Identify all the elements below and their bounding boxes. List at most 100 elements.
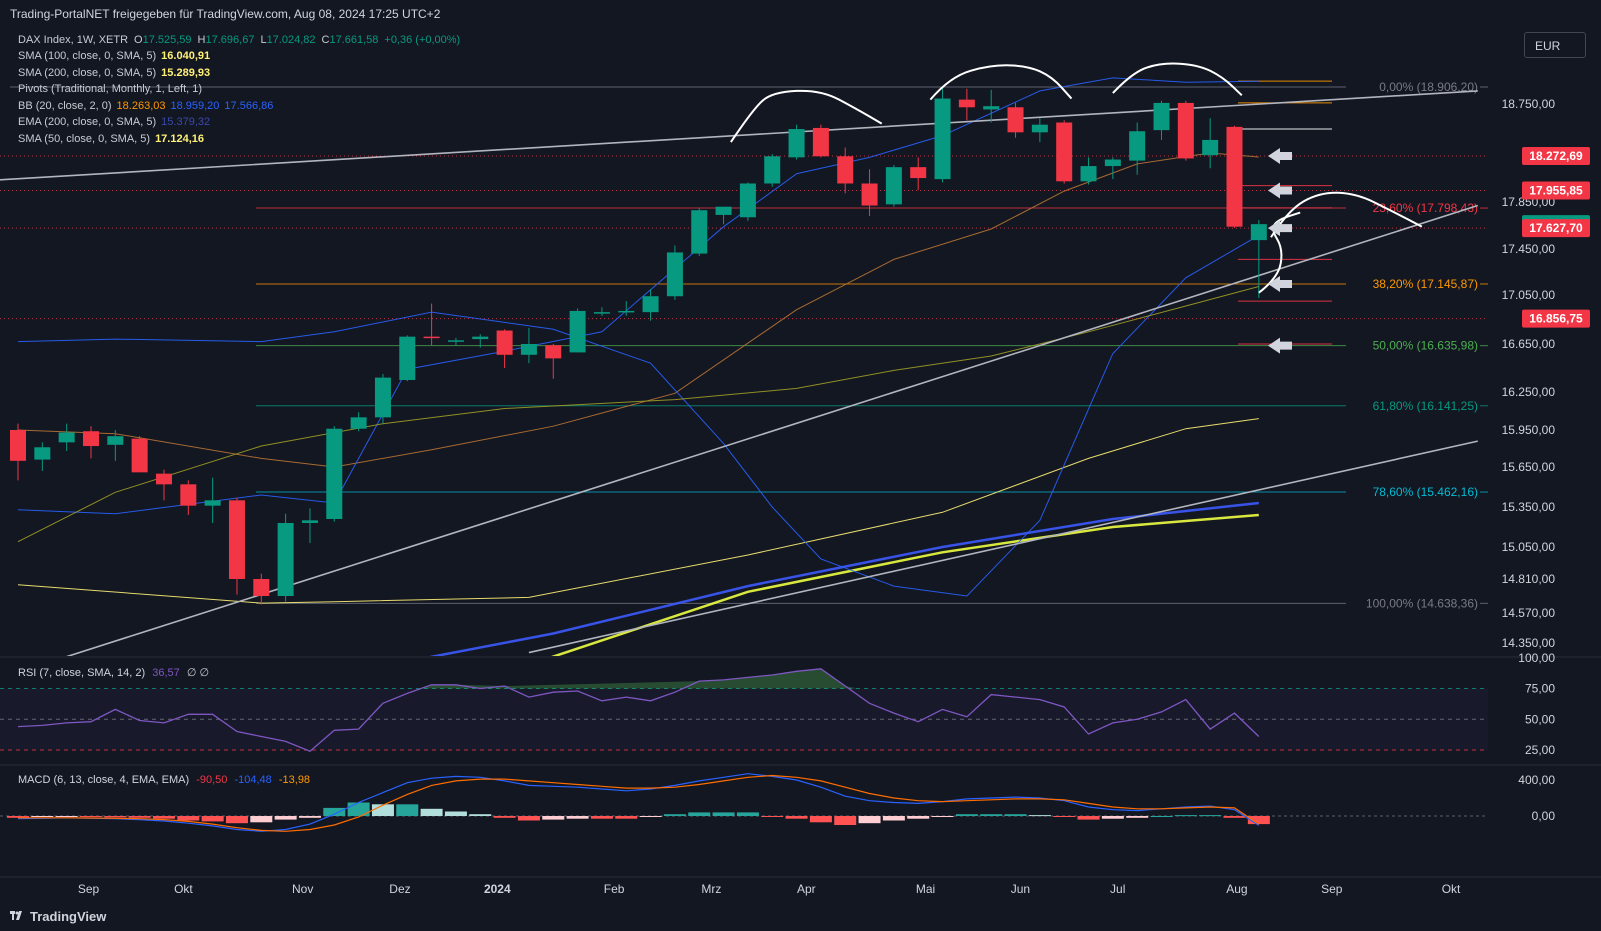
- legend-indicator-name: BB (20, close, 2, 0): [18, 99, 112, 112]
- tradingview-logo-icon: [10, 911, 22, 920]
- price-badge-label: 17.955,85: [1529, 183, 1583, 197]
- fib-level-label: 100,00% (14.638,36): [1366, 596, 1478, 610]
- candle-body: [277, 523, 294, 596]
- candle-body: [666, 252, 683, 297]
- candle-body: [1202, 139, 1219, 156]
- candle-body: [301, 520, 318, 523]
- trendlines[interactable]: [0, 90, 1479, 657]
- candle-body: [1031, 124, 1048, 133]
- legend-indicator-row[interactable]: EMA (200, close, 0, SMA, 5) 15.379,32: [18, 116, 460, 133]
- macd-legend-name: MACD (6, 13, close, 4, EMA, EMA): [18, 774, 190, 786]
- time-axis-label: Mai: [916, 882, 935, 896]
- fib-level-label: 61,80% (16.141,25): [1373, 399, 1478, 413]
- candle: [10, 423, 26, 481]
- macd-histogram-bar: [469, 814, 492, 816]
- price-badge-label: 17.627,70: [1529, 221, 1583, 235]
- candle-body: [642, 296, 659, 313]
- macd-histogram-bar: [858, 816, 881, 824]
- time-axis[interactable]: Sep Okt Nov Dez 2024 Feb Mrz Apr Mai Jun Jul Aug Sep…: [78, 882, 1461, 896]
- macd-histogram-bar: [785, 816, 808, 819]
- arrow-left-icon: [1268, 275, 1292, 292]
- price-axis-label: 14.570,00: [1502, 606, 1556, 620]
- candle: [764, 154, 781, 187]
- candle: [812, 124, 829, 158]
- rsi-pane[interactable]: 100,00 75,00 50,00 25,00: [0, 651, 1555, 757]
- candle: [155, 469, 172, 501]
- candle: [374, 374, 391, 424]
- arrow-markers: [1268, 147, 1292, 354]
- legend-indicator-name: SMA (200, close, 0, SMA, 5): [18, 66, 157, 79]
- candle: [788, 124, 805, 160]
- legend-ohlc-value: 17.696,67: [205, 34, 255, 46]
- macd-histogram-bar: [1053, 816, 1076, 817]
- candle-body: [764, 156, 781, 184]
- legend-indicator-row[interactable]: BB (20, close, 2, 0) 18.263,03 18.959,20 17…: [18, 100, 460, 117]
- candle-body: [1080, 166, 1097, 182]
- macd-signal-line: [18, 774, 1260, 832]
- macd-histogram-bar: [955, 814, 978, 816]
- macd-histogram-bar: [882, 816, 905, 821]
- candle-body: [618, 310, 635, 313]
- macd-histogram-bar: [688, 812, 711, 816]
- candle-body: [569, 310, 586, 353]
- candle: [277, 513, 294, 602]
- candle-body: [34, 447, 51, 460]
- trendline[interactable]: [528, 440, 1478, 654]
- fib-level-label: 23,60% (17.798,43): [1373, 201, 1478, 215]
- legend-ohlc-value: 17.661,58: [329, 34, 379, 46]
- candle: [569, 308, 586, 353]
- candle: [350, 412, 367, 432]
- candle: [885, 164, 902, 207]
- rsi-legend-extra: ∅ ∅: [186, 667, 210, 679]
- indicator-line: [429, 501, 1259, 656]
- fib-level-label: 0,00% (18.906,20): [1379, 80, 1478, 94]
- macd-histogram-bar: [615, 816, 638, 819]
- footer-brand[interactable]: TradingView: [30, 909, 107, 924]
- rsi-legend-name: RSI (7, close, SMA, 14, 2): [18, 667, 146, 679]
- price-axis-label: 17.450,00: [1502, 242, 1556, 256]
- candle: [1129, 122, 1146, 175]
- price-axis-label: 15.350,00: [1502, 500, 1556, 514]
- candle: [447, 337, 464, 346]
- indicator-line: [17, 418, 1259, 604]
- candle-body: [1153, 102, 1170, 131]
- candle: [520, 328, 537, 364]
- legend-indicator-row[interactable]: SMA (200, close, 0, SMA, 5) 15.289,93: [18, 67, 460, 84]
- trendline[interactable]: [66, 204, 1479, 657]
- price-badge-label: 16.856,75: [1529, 312, 1583, 326]
- candle-body: [910, 167, 927, 179]
- candle: [131, 436, 148, 473]
- currency-button[interactable]: EUR: [1524, 32, 1586, 58]
- candle-body: [155, 473, 172, 485]
- candle-body: [10, 430, 26, 461]
- macd-histogram-bar: [347, 802, 370, 816]
- rsi-axis-label: 100,00: [1518, 651, 1555, 665]
- price-axis-label: 14.350,00: [1502, 636, 1556, 650]
- price-axis[interactable]: 18.750,0017.850,0017.450,0017.050,0016.6…: [1502, 97, 1590, 650]
- footer: TradingView: [0, 902, 1601, 931]
- candle-body: [520, 344, 537, 355]
- macd-histogram-bar: [201, 816, 224, 822]
- macd-pane[interactable]: 400,00 0,00: [0, 773, 1556, 832]
- rsi-overbought-fill: [419, 668, 858, 689]
- macd-histogram-bar: [396, 804, 419, 816]
- legend-indicator-row[interactable]: SMA (50, close, 0, SMA, 5) 17.124,16: [18, 133, 460, 150]
- price-badge: [1522, 146, 1590, 165]
- candle: [691, 207, 708, 256]
- macd-axis-label: 0,00: [1532, 809, 1556, 823]
- legend-indicator-row[interactable]: Pivots (Traditional, Monthly, 1, Left, 1…: [18, 83, 460, 100]
- legend-indicator-row[interactable]: SMA (100, close, 0, SMA, 5) 16.040,91: [18, 50, 460, 67]
- candle-body: [204, 500, 221, 506]
- candle-body: [326, 428, 343, 519]
- candle: [861, 169, 878, 217]
- price-axis-label: 16.650,00: [1502, 337, 1556, 351]
- time-axis-label: Jun: [1011, 882, 1030, 896]
- legend-ohlc-key: H: [197, 34, 206, 46]
- legend-indicator-name: SMA (50, close, 0, SMA, 5): [18, 132, 151, 145]
- legend-indicator-value: 15.379,32: [161, 116, 211, 128]
- rsi-legend-value: 36,57: [152, 667, 180, 679]
- candle-body: [593, 312, 610, 314]
- macd-histogram-bar: [736, 812, 759, 816]
- rsi-legend: RSI (7, close, SMA, 14, 2) 36,57 ∅ ∅: [18, 666, 209, 679]
